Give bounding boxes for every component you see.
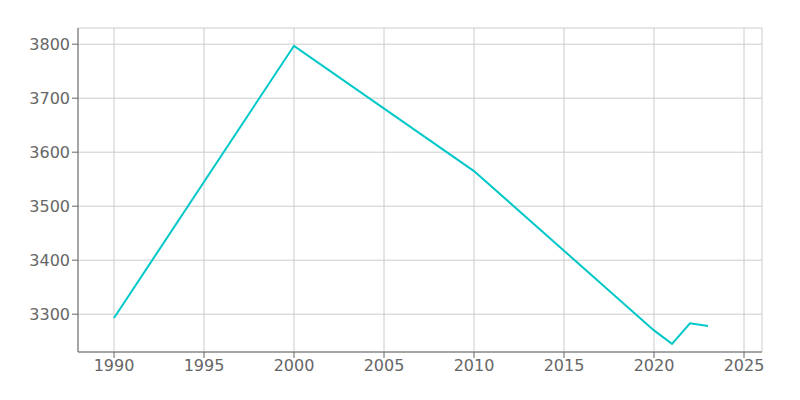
svg-text:3500: 3500	[29, 197, 70, 216]
svg-text:3600: 3600	[29, 143, 70, 162]
svg-text:3800: 3800	[29, 35, 70, 54]
svg-text:2015: 2015	[544, 356, 585, 375]
svg-text:3400: 3400	[29, 251, 70, 270]
svg-text:3300: 3300	[29, 305, 70, 324]
svg-text:2000: 2000	[274, 356, 315, 375]
svg-text:1995: 1995	[184, 356, 225, 375]
svg-text:2005: 2005	[364, 356, 405, 375]
svg-text:2025: 2025	[724, 356, 765, 375]
svg-text:2020: 2020	[634, 356, 675, 375]
svg-text:1990: 1990	[94, 356, 135, 375]
svg-text:3700: 3700	[29, 89, 70, 108]
svg-text:2010: 2010	[454, 356, 495, 375]
